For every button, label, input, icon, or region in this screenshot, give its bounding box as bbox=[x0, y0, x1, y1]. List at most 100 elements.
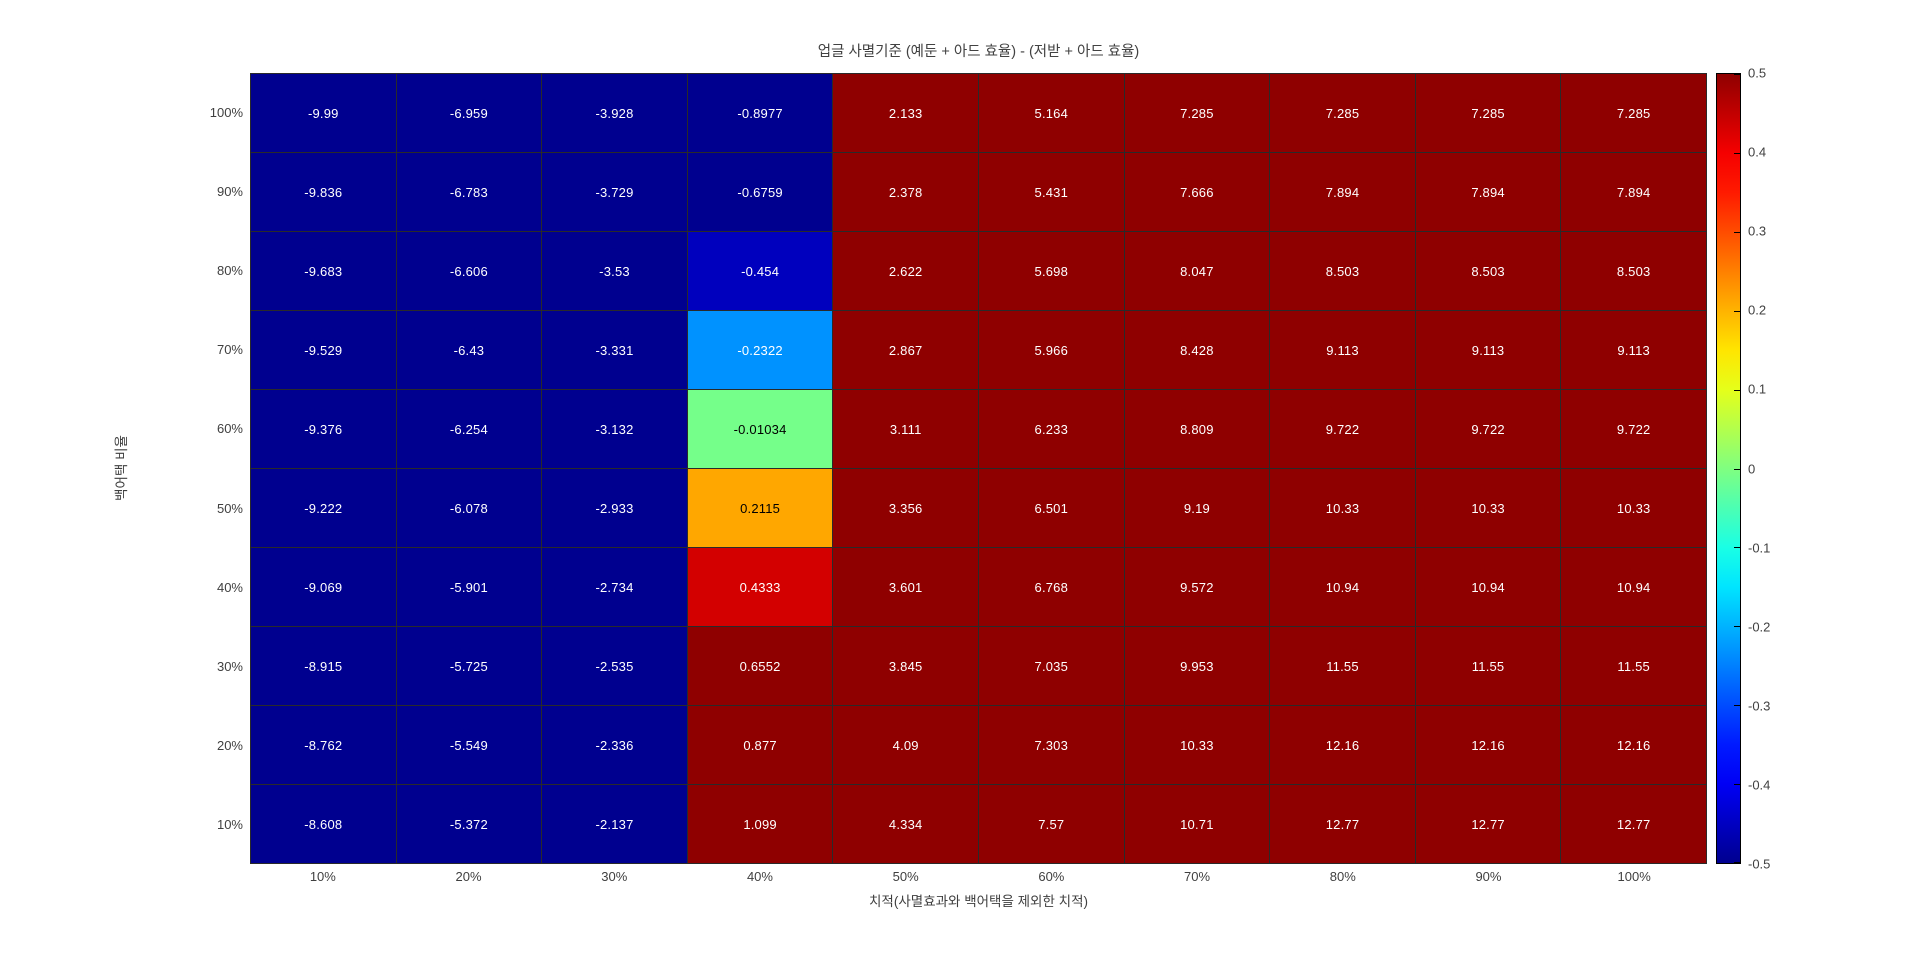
heatmap-cell: -8.915 bbox=[251, 627, 396, 705]
y-tick-label: 70% bbox=[216, 342, 243, 358]
heatmap-cell: 2.133 bbox=[833, 74, 978, 152]
heatmap-cell: 9.953 bbox=[1124, 627, 1270, 705]
heatmap-cell: -6.606 bbox=[396, 232, 542, 310]
colorbar-tick-mark bbox=[1734, 152, 1740, 154]
heatmap-cell: 11.55 bbox=[1415, 627, 1561, 705]
heatmap-cell: -6.078 bbox=[396, 469, 542, 547]
x-tick-label: 100% bbox=[1617, 869, 1651, 884]
y-tick-label: 100% bbox=[209, 105, 243, 121]
colorbar-tick-labels: 0.5 0.4 0.3 0.2 0.1 0 -0.1 -0.2 -0.3 -0.4 -0.5 bbox=[1748, 66, 1798, 872]
heatmap-cell: 11.55 bbox=[1270, 627, 1415, 705]
heatmap-cell: 10.71 bbox=[1124, 785, 1270, 863]
heatmap-cell: -6.254 bbox=[396, 390, 542, 468]
y-tick-label: 50% bbox=[216, 500, 243, 516]
heatmap-cell: 7.303 bbox=[979, 706, 1124, 784]
colorbar-tick-label: 0.4 bbox=[1748, 144, 1767, 160]
heatmap-cell: 5.164 bbox=[979, 74, 1124, 152]
colorbar-gradient bbox=[1717, 74, 1740, 863]
heatmap-cell: -2.933 bbox=[542, 469, 687, 547]
y-tick-label: 20% bbox=[216, 737, 243, 753]
heatmap-cell: -5.549 bbox=[396, 706, 542, 784]
heatmap-cell: 3.111 bbox=[833, 390, 978, 468]
colorbar-tick-mark bbox=[1734, 389, 1740, 391]
heatmap-cell: 7.666 bbox=[1124, 153, 1270, 231]
heatmap-cell: 3.356 bbox=[833, 469, 978, 547]
heatmap-cell: -6.959 bbox=[396, 74, 542, 152]
heatmap-cell: -9.836 bbox=[251, 153, 396, 231]
heatmap-cell: 10.94 bbox=[1561, 548, 1706, 626]
heatmap-cell: 12.16 bbox=[1561, 706, 1706, 784]
heatmap-cell: -5.372 bbox=[396, 785, 542, 863]
heatmap-cell: 7.035 bbox=[979, 627, 1124, 705]
heatmap-cell: -2.336 bbox=[542, 706, 687, 784]
heatmap-cell: 7.894 bbox=[1415, 153, 1561, 231]
x-tick-label: 30% bbox=[601, 869, 628, 884]
x-tick-label: 40% bbox=[746, 869, 773, 884]
heatmap-cell: 1.099 bbox=[687, 785, 833, 863]
heatmap-cell: 4.334 bbox=[833, 785, 978, 863]
colorbar-tick-label: -0.5 bbox=[1748, 856, 1771, 872]
heatmap-cell: 4.09 bbox=[833, 706, 978, 784]
heatmap-cell: -3.132 bbox=[542, 390, 687, 468]
heatmap-cell: 2.622 bbox=[833, 232, 978, 310]
x-tick-label: 50% bbox=[892, 869, 919, 884]
heatmap-cell: 9.113 bbox=[1415, 311, 1561, 389]
heatmap-cell: 10.94 bbox=[1415, 548, 1561, 626]
heatmap-cell: 11.55 bbox=[1561, 627, 1706, 705]
heatmap-cell: 10.94 bbox=[1270, 548, 1415, 626]
heatmap-cell: 6.233 bbox=[979, 390, 1124, 468]
colorbar-tick-mark bbox=[1734, 468, 1740, 470]
x-axis-label: 치적(사멸효과와 백어택을 제외한 치적) bbox=[869, 894, 1088, 909]
x-tick-label: 90% bbox=[1475, 869, 1502, 884]
heatmap-cell: 9.722 bbox=[1415, 390, 1561, 468]
heatmap-cell: -0.2322 bbox=[687, 311, 833, 389]
x-tick-label: 80% bbox=[1329, 869, 1356, 884]
y-tick-label: 60% bbox=[216, 421, 243, 437]
colorbar-tick-label: -0.2 bbox=[1748, 619, 1771, 635]
x-axis-tick-labels: 10% 20% 30% 40% 50% 60% 70% 80% 90% 100% bbox=[250, 869, 1707, 889]
heatmap-cell: 5.966 bbox=[979, 311, 1124, 389]
heatmap-cell: -3.729 bbox=[542, 153, 687, 231]
heatmap-cell: 6.768 bbox=[979, 548, 1124, 626]
heatmap-cell: -9.069 bbox=[251, 548, 396, 626]
heatmap-cell: 12.77 bbox=[1561, 785, 1706, 863]
heatmap-cell: 3.845 bbox=[833, 627, 978, 705]
y-axis-tick-labels: 100% 90% 80% 70% 60% 50% 40% 30% 20% 10% bbox=[0, 73, 243, 864]
heatmap-cell: -9.529 bbox=[251, 311, 396, 389]
colorbar-tick-mark bbox=[1734, 862, 1740, 863]
colorbar-tick-label: -0.1 bbox=[1748, 540, 1771, 556]
y-tick-label: 10% bbox=[216, 816, 243, 832]
colorbar-tick-mark bbox=[1734, 231, 1740, 233]
y-axis-label: 백어택 비율 bbox=[114, 435, 129, 501]
heatmap-cell: -5.725 bbox=[396, 627, 542, 705]
x-tick-label: 60% bbox=[1038, 869, 1065, 884]
y-tick-label: 90% bbox=[216, 184, 243, 200]
colorbar-tick-mark bbox=[1734, 784, 1740, 786]
heatmap-cell: -9.99 bbox=[251, 74, 396, 152]
heatmap-cell: 2.378 bbox=[833, 153, 978, 231]
heatmap-cell: -8.608 bbox=[251, 785, 396, 863]
colorbar-tick-label: 0.2 bbox=[1748, 302, 1767, 318]
colorbar bbox=[1716, 73, 1741, 864]
heatmap-cell: 7.894 bbox=[1270, 153, 1415, 231]
heatmap-cell: 8.503 bbox=[1415, 232, 1561, 310]
heatmap-cell: 0.2115 bbox=[687, 469, 833, 547]
heatmap-cell: 5.698 bbox=[979, 232, 1124, 310]
heatmap-cell: 3.601 bbox=[833, 548, 978, 626]
heatmap-cell: 5.431 bbox=[979, 153, 1124, 231]
heatmap-cell: -0.01034 bbox=[687, 390, 833, 468]
heatmap-cell: 0.877 bbox=[687, 706, 833, 784]
heatmap-cell: 8.503 bbox=[1561, 232, 1706, 310]
colorbar-tick-mark bbox=[1734, 547, 1740, 549]
colorbar-tick-mark bbox=[1734, 310, 1740, 312]
colorbar-tick-mark bbox=[1734, 626, 1740, 628]
colorbar-tick-label: -0.4 bbox=[1748, 777, 1771, 793]
heatmap-cell: 7.285 bbox=[1270, 74, 1415, 152]
heatmap-cell: -2.137 bbox=[542, 785, 687, 863]
heatmap-cell: -0.8977 bbox=[687, 74, 833, 152]
heatmap-cell: 10.33 bbox=[1124, 706, 1270, 784]
heatmap-cell: -5.901 bbox=[396, 548, 542, 626]
heatmap-cell: -0.6759 bbox=[687, 153, 833, 231]
colorbar-tick-label: 0.3 bbox=[1748, 223, 1767, 239]
